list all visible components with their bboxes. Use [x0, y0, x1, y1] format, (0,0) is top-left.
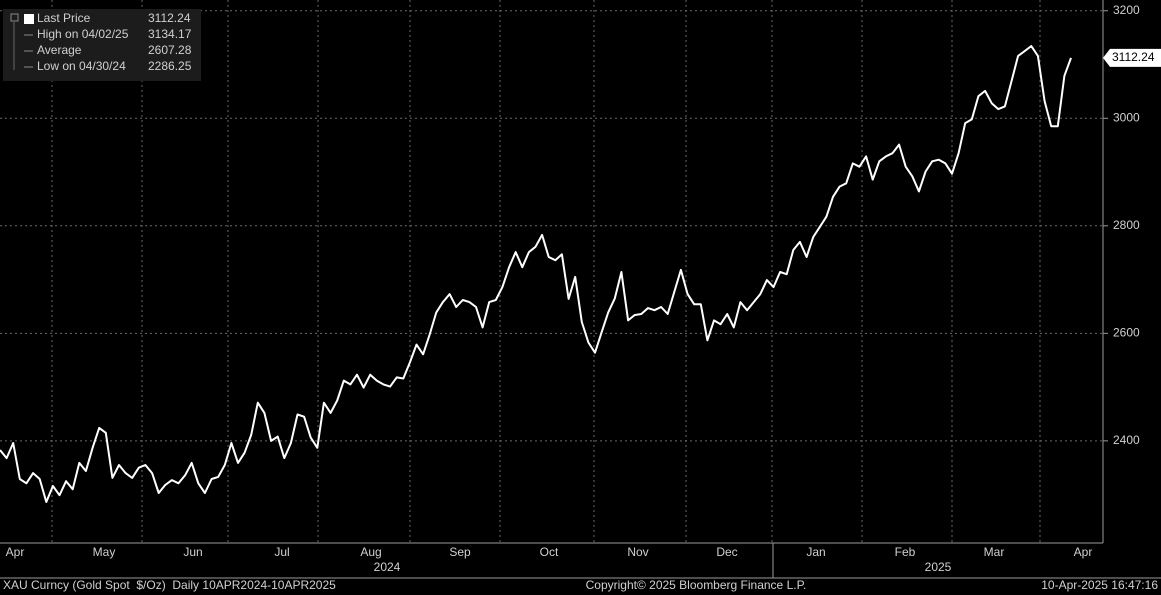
last-price-label: 3112.24	[1112, 50, 1155, 64]
y-tick-label: 3200	[1113, 3, 1140, 17]
legend-swatch	[24, 14, 34, 24]
legend-value: 2607.28	[148, 43, 192, 57]
legend-label: Low on 04/30/24	[37, 59, 126, 73]
legend-value: 3112.24	[148, 11, 191, 25]
x-tick-label: Jun	[183, 545, 202, 559]
x-tick-label: Oct	[540, 545, 559, 559]
x-tick-label: Nov	[627, 545, 648, 559]
legend-toggle	[10, 13, 19, 22]
x-tick-label: Apr	[6, 545, 25, 559]
footer-right: 10-Apr-2025 16:47:16	[1041, 578, 1158, 592]
legend-value: 3134.17	[148, 27, 192, 41]
x-tick-label: May	[93, 545, 116, 559]
legend-value: 2286.25	[148, 59, 192, 73]
x-tick-label: Jan	[806, 545, 825, 559]
x-tick-label: Jul	[274, 545, 289, 559]
price-line	[0, 45, 1072, 503]
footer-left: XAU Curncy (Gold Spot $/Oz) Daily 10APR2…	[3, 578, 336, 592]
plot-area: Apr May Jun Jul Aug Sep Oct Nov Dec Jan Feb Mar Apr 2…	[0, 0, 1161, 574]
x-tick-label: Feb	[895, 545, 916, 559]
year-label: 2025	[925, 560, 952, 574]
x-tick-label: Dec	[716, 545, 737, 559]
y-tick-label: 3000	[1113, 110, 1140, 124]
x-tick-label: Mar	[984, 545, 1005, 559]
legend-label: Last Price	[37, 11, 91, 25]
legend-label: Average	[37, 43, 82, 57]
last-price-tag	[1103, 48, 1161, 67]
footer-center: Copyright© 2025 Bloomberg Finance L.P.	[586, 578, 807, 592]
legend: Last Price 3112.24 High on 04/02/25 3134.17…	[10, 11, 192, 73]
y-tick-label: 2400	[1113, 433, 1140, 447]
legend-label: High on 04/02/25	[37, 27, 129, 41]
legend-box	[3, 9, 201, 81]
year-label: 2024	[374, 560, 401, 574]
y-tick-label: 2600	[1113, 325, 1140, 339]
x-tick-label: Sep	[449, 545, 471, 559]
x-tick-label: Apr	[1074, 545, 1093, 559]
x-tick-label: Aug	[360, 545, 381, 559]
y-tick-label: 2800	[1113, 218, 1140, 232]
